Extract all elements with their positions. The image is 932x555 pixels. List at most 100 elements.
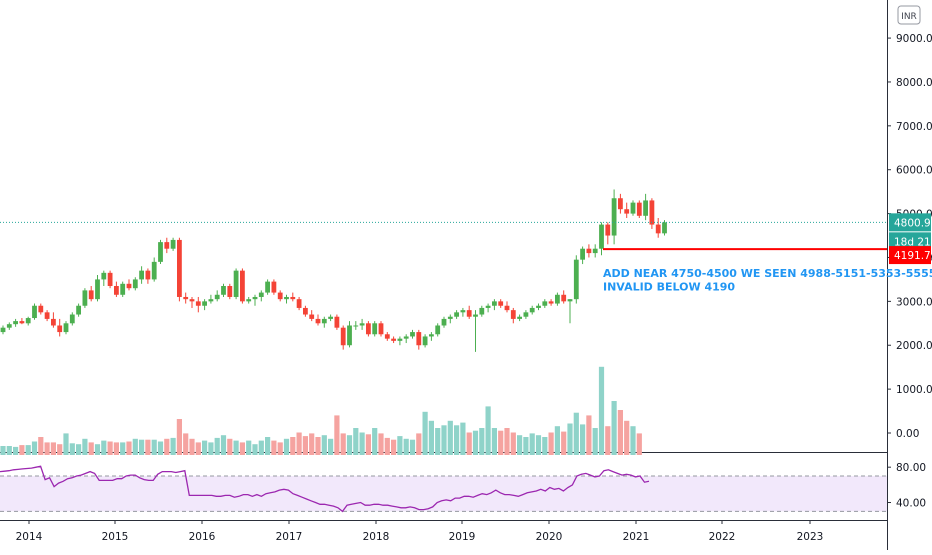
candle-body: [523, 312, 529, 317]
price-tick-label: 3000.00: [896, 296, 932, 308]
volume-bar: [50, 442, 56, 455]
candle-body: [38, 305, 44, 313]
candle: [618, 193, 623, 214]
candle: [485, 303, 491, 313]
candle: [158, 239, 163, 265]
candle-body: [252, 296, 258, 300]
volume-bar: [472, 430, 479, 455]
candle: [353, 321, 359, 330]
candle: [649, 198, 655, 229]
volume-bar: [617, 410, 623, 455]
volume-bar: [277, 442, 283, 455]
candle-body: [120, 283, 126, 295]
candle: [334, 314, 340, 330]
candle-body: [164, 242, 170, 249]
candle-body: [340, 327, 346, 346]
candle-body: [561, 294, 567, 302]
candle-body: [44, 312, 50, 319]
candle: [466, 305, 472, 319]
volume-bar: [535, 435, 542, 455]
volume-bar: [120, 442, 126, 455]
volume-bar: [636, 433, 642, 455]
candle-body: [221, 286, 226, 295]
time-tick-label: 2015: [102, 531, 129, 543]
candle: [296, 296, 302, 311]
volume-bar: [57, 444, 63, 455]
candle-body: [114, 286, 119, 295]
volume-bar: [479, 428, 485, 455]
volume-bar: [126, 441, 132, 455]
volume-bar: [409, 439, 416, 455]
volume-bar: [44, 442, 50, 455]
candle-body: [410, 332, 415, 337]
candle: [177, 237, 182, 302]
volume-bar: [460, 422, 466, 455]
candle-body: [57, 325, 63, 333]
candle-body: [479, 307, 485, 315]
candle: [429, 332, 434, 341]
candle: [69, 312, 75, 326]
candle: [258, 290, 264, 302]
volume-bar: [378, 433, 384, 455]
candle-body: [580, 248, 585, 260]
candle: [561, 290, 567, 304]
candle-body: [529, 307, 535, 313]
time-tick-label: 2021: [623, 531, 650, 543]
price-tick-label: 2000.00: [896, 340, 932, 352]
volume-bar: [19, 445, 25, 455]
volume-bar: [113, 442, 119, 455]
candle-body: [611, 198, 617, 236]
candle-body: [271, 281, 277, 293]
volume-bar: [296, 432, 302, 455]
volume-bar: [397, 436, 403, 455]
candle: [246, 296, 252, 304]
volume-bar: [466, 432, 472, 455]
candle-body: [170, 239, 176, 249]
candle: [479, 305, 485, 317]
volume-bar: [567, 423, 573, 455]
candle: [170, 237, 176, 251]
candle-body: [32, 305, 37, 319]
currency-badge[interactable]: INR: [897, 5, 921, 25]
candle: [214, 290, 220, 302]
volume-bar: [157, 441, 164, 455]
candle: [303, 305, 308, 317]
candle-body: [384, 334, 390, 339]
candle: [636, 200, 642, 218]
candle-body: [649, 200, 655, 225]
candle-body: [359, 323, 365, 326]
candle-body: [542, 301, 548, 306]
candle-body: [132, 279, 138, 289]
volume-bar: [101, 440, 107, 455]
candle: [126, 279, 132, 291]
volume-bar: [353, 428, 359, 455]
candle: [447, 314, 453, 324]
candle: [151, 257, 157, 282]
candle: [240, 268, 245, 304]
candle: [384, 332, 390, 341]
candle: [473, 310, 478, 352]
candle-body: [334, 316, 340, 328]
candle: [32, 303, 37, 320]
candle: [366, 321, 371, 337]
candle-body: [277, 292, 283, 300]
candle: [630, 200, 636, 216]
candle: [309, 310, 315, 322]
volume-bar: [592, 428, 598, 455]
candle: [536, 303, 541, 311]
currency-badge-box: [897, 5, 921, 25]
time-tick-label: 2018: [363, 531, 390, 543]
candle: [416, 329, 422, 350]
volume-bar: [227, 438, 233, 455]
candle-body: [0, 327, 6, 333]
candle-body: [227, 286, 233, 297]
volume-bar: [498, 430, 504, 455]
volume-bar: [69, 443, 75, 455]
volume-bar: [208, 442, 214, 455]
candle-body: [630, 202, 636, 214]
time-tick-label: 2017: [276, 531, 303, 543]
candle-body: [397, 338, 403, 341]
candle: [265, 279, 270, 295]
